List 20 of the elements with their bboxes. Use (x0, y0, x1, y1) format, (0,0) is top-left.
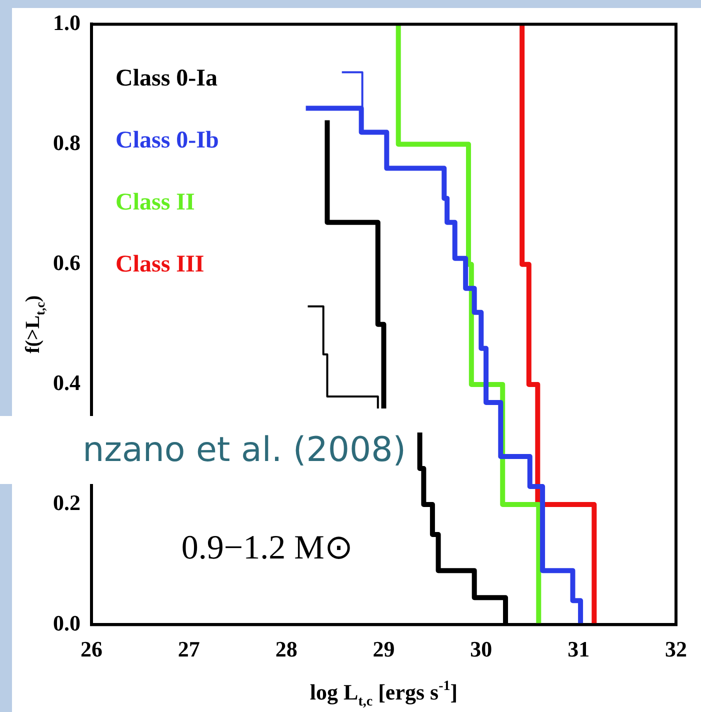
x-tick-label: 26 (80, 636, 102, 662)
y-tick-label: 0.2 (53, 490, 80, 516)
annotation: 0.9−1.2 M⊙ (181, 529, 352, 566)
x-tick-label: 31 (568, 636, 590, 662)
text: Class II (116, 189, 195, 216)
y-axis-title: f(>Lt,c) (22, 295, 48, 354)
y-tick-label: 1.0 (53, 10, 80, 35)
y-tick-label: 0.4 (53, 370, 80, 396)
x-tick-label: 28 (275, 636, 298, 662)
x-tick-label: 32 (665, 636, 687, 662)
annotation: nzano et al. (2008) (0, 416, 410, 484)
y-tick-label: 0.0 (53, 610, 80, 636)
text: Class III (116, 251, 204, 278)
y-tick-label: 0.6 (53, 250, 80, 276)
text: Class 0-Ib (116, 127, 219, 154)
x-tick-label: 27 (178, 636, 200, 662)
y-tick-label: 0.8 (53, 130, 80, 155)
text: Class 0-Ia (116, 65, 218, 92)
x-tick-label: 29 (372, 636, 395, 662)
x-tick-label: 30 (470, 636, 492, 662)
